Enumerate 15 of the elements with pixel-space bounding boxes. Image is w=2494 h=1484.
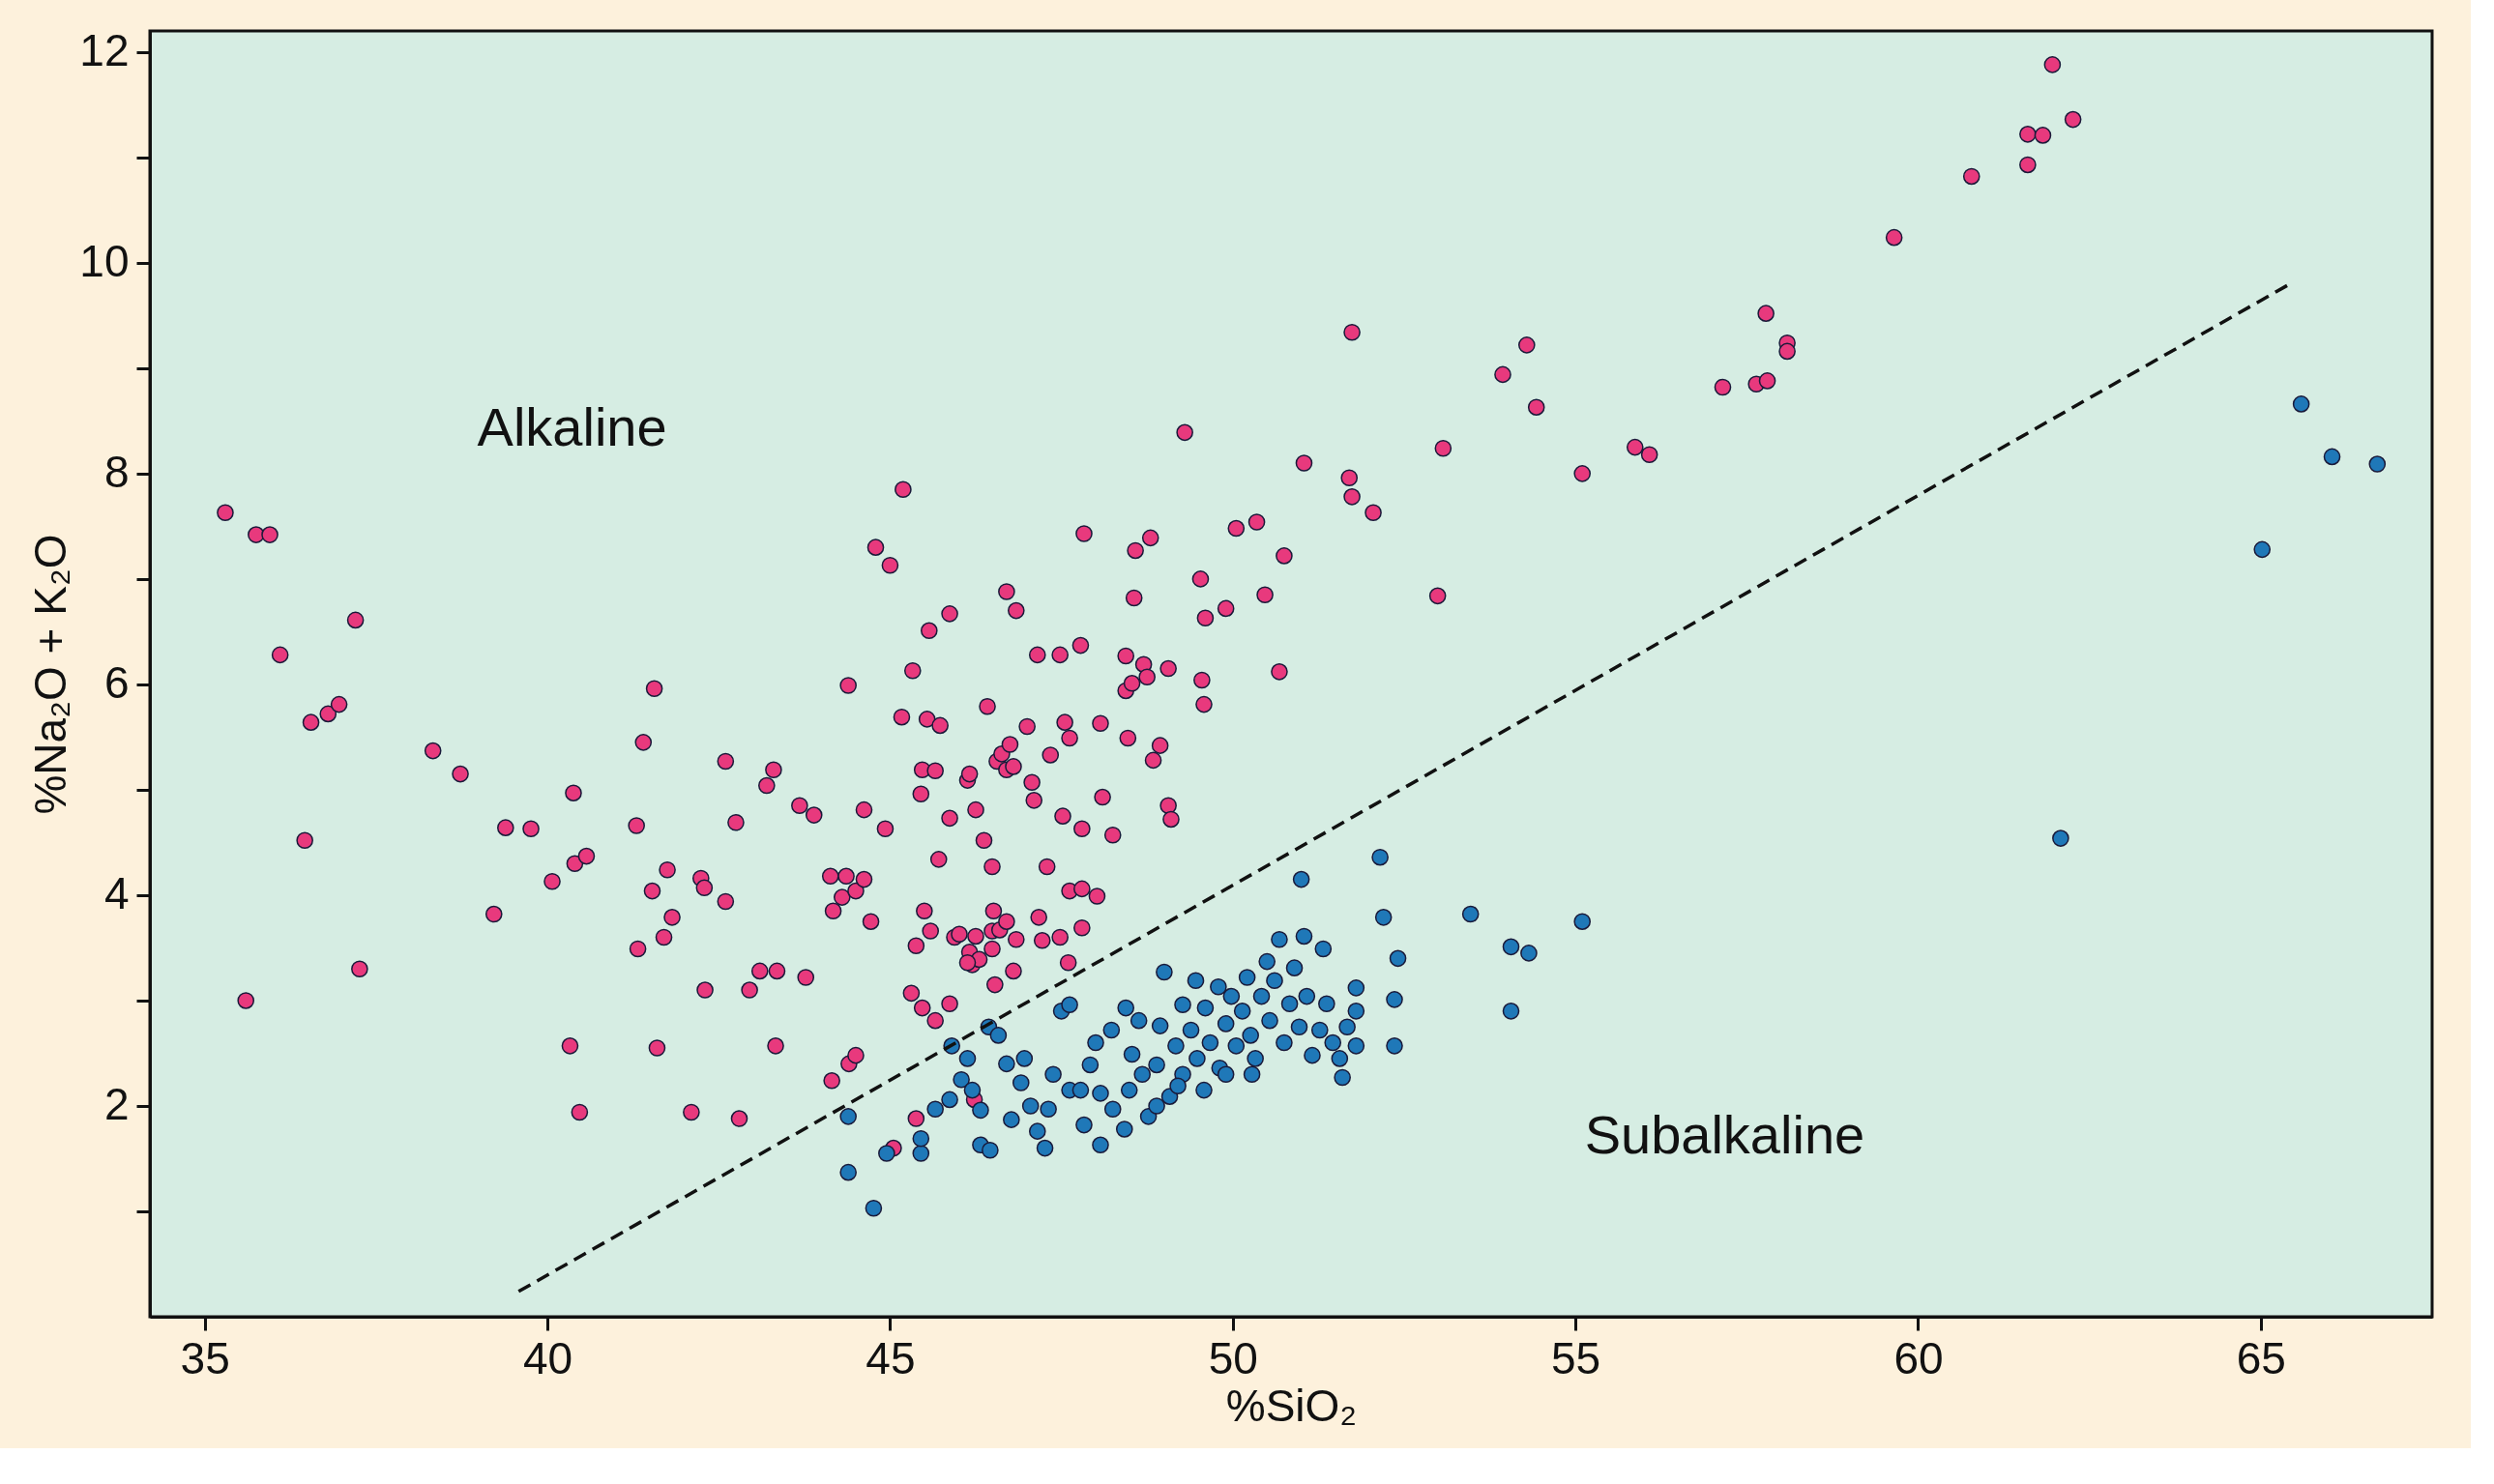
y-axis-title: %Na₂O + K₂O	[25, 534, 76, 815]
x-tick-label: 35	[180, 1332, 230, 1383]
y-tick-label: 2	[103, 1079, 130, 1130]
x-tick-label: 45	[866, 1332, 916, 1383]
y-tick-label: 12	[79, 25, 130, 76]
x-tick-label: 60	[1893, 1332, 1944, 1383]
annotation: Subalkaline	[1584, 1103, 1865, 1165]
x-tick-label: 40	[522, 1332, 573, 1383]
y-tick-label: 4	[103, 868, 130, 919]
x-tick-label: 55	[1551, 1332, 1601, 1383]
y-tick-label: 8	[103, 447, 130, 498]
x-tick-label: 65	[2236, 1332, 2286, 1383]
y-tick-label: 6	[103, 657, 130, 709]
annotation: Alkaline	[477, 396, 667, 458]
y-tick-label: 10	[79, 236, 130, 287]
